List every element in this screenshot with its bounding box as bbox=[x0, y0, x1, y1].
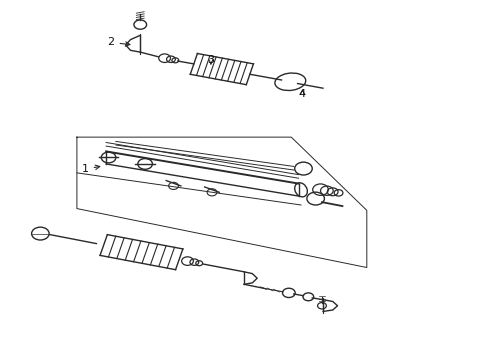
Text: 3: 3 bbox=[207, 55, 215, 65]
Text: 2: 2 bbox=[107, 37, 130, 48]
Text: 4: 4 bbox=[299, 89, 306, 99]
Text: 1: 1 bbox=[82, 164, 100, 174]
